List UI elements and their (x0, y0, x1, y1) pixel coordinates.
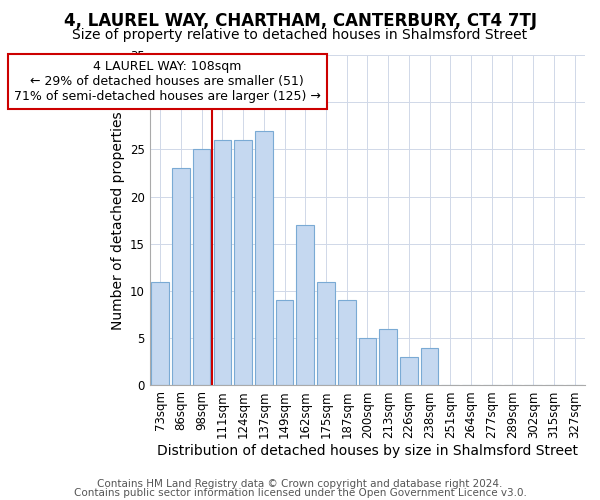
Bar (359, 338, 376, 386)
Text: 4, LAUREL WAY, CHARTHAM, CANTERBURY, CT4 7TJ: 4, LAUREL WAY, CHARTHAM, CANTERBURY, CT4… (64, 12, 536, 30)
Bar (379, 329, 397, 386)
Bar (296, 225, 314, 386)
Bar (193, 150, 211, 386)
Bar (255, 130, 272, 386)
Bar (338, 300, 356, 386)
Y-axis label: Number of detached properties: Number of detached properties (110, 111, 125, 330)
Bar (276, 300, 293, 386)
Text: Contains HM Land Registry data © Crown copyright and database right 2024.: Contains HM Land Registry data © Crown c… (97, 479, 503, 489)
Text: 4 LAUREL WAY: 108sqm
← 29% of detached houses are smaller (51)
71% of semi-detac: 4 LAUREL WAY: 108sqm ← 29% of detached h… (14, 60, 320, 103)
Bar (317, 282, 335, 386)
X-axis label: Distribution of detached houses by size in Shalmsford Street: Distribution of detached houses by size … (157, 444, 578, 458)
Text: Size of property relative to detached houses in Shalmsford Street: Size of property relative to detached ho… (73, 28, 527, 42)
Bar (421, 348, 439, 386)
Text: Contains public sector information licensed under the Open Government Licence v3: Contains public sector information licen… (74, 488, 526, 498)
Bar (172, 168, 190, 386)
Bar (234, 140, 252, 386)
Bar (151, 282, 169, 386)
Bar (400, 357, 418, 386)
Bar (214, 140, 231, 386)
